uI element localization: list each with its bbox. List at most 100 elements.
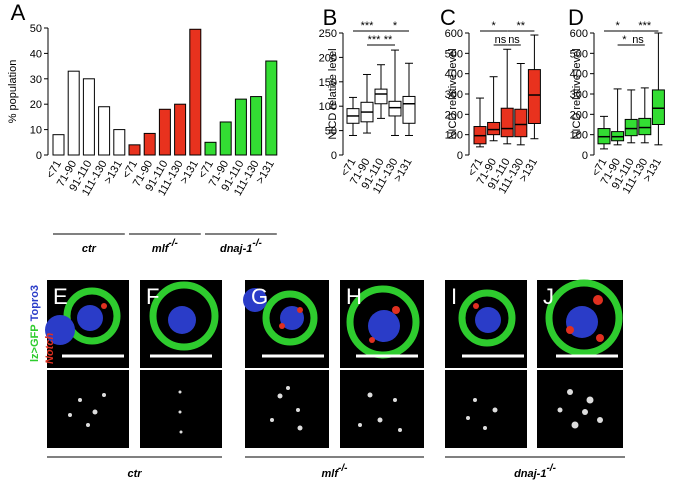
y-tick-label: 40 (30, 48, 42, 60)
image (445, 370, 527, 448)
group-label-text: dnaj-1 (514, 468, 546, 480)
box (651, 89, 665, 125)
significance-label: * (491, 20, 496, 32)
bar (158, 108, 171, 156)
y-tick-label: 500 (445, 48, 463, 60)
bar (113, 129, 126, 156)
panel-label: A (11, 0, 26, 25)
y-tick-label: 100 (445, 130, 463, 142)
stain-label: lz>GFP (29, 324, 41, 362)
y-tick-label: 300 (445, 89, 463, 101)
y-tick-label: 30 (30, 74, 42, 86)
box (402, 95, 416, 124)
group-label: mlf-/- (152, 238, 179, 255)
bar (250, 96, 263, 156)
bar (234, 98, 247, 156)
y-tick-label: 50 (325, 126, 337, 138)
group-label-text: ctr (82, 243, 97, 255)
group-label-superscript: -/- (252, 238, 262, 249)
panel-label: C (440, 5, 456, 30)
bar (265, 60, 278, 156)
box (638, 117, 652, 136)
significance-label: * (622, 34, 627, 46)
stain-labels: lz>GFP Topro3Notch (29, 285, 56, 364)
box (514, 108, 528, 138)
group-label-text: mlf (152, 243, 170, 255)
panel-label: F (146, 284, 159, 309)
group-label: ctr (82, 243, 97, 255)
group-label-text: mlf (322, 468, 340, 480)
y-tick-label: 300 (570, 89, 588, 101)
y-tick-label: 600 (570, 28, 588, 40)
y-axis-label: NICD relative level (447, 48, 459, 139)
y-tick-label: 250 (319, 28, 337, 40)
group-label: dnaj-1-/- (220, 238, 263, 255)
significance-label: * (393, 20, 398, 32)
group-label: dnaj-1-/- (514, 463, 557, 480)
y-axis-label: NICD relative level (571, 48, 583, 139)
bar (174, 103, 187, 156)
group-label-superscript: -/- (338, 463, 348, 474)
box (374, 88, 388, 105)
box (624, 118, 638, 137)
panel-label: D (568, 5, 584, 30)
bar (128, 144, 141, 156)
y-tick-label: 20 (30, 99, 42, 111)
bar (143, 132, 156, 156)
stain-label: Notch (44, 333, 56, 364)
bar (98, 106, 111, 156)
box (487, 121, 501, 136)
bar (204, 141, 217, 156)
group-label: ctr (127, 468, 142, 480)
significance-label: *** (368, 34, 382, 46)
box (388, 100, 402, 117)
panel-label: E (53, 284, 68, 309)
group-label-superscript: -/- (168, 238, 178, 249)
box (527, 69, 541, 124)
y-tick-label: 200 (319, 52, 337, 64)
y-tick-label: 400 (445, 69, 463, 81)
y-tick-label: 100 (319, 101, 337, 113)
panel-label: H (346, 284, 362, 309)
panel-label: G (251, 284, 268, 309)
significance-label: ** (517, 20, 526, 32)
y-axis-label: NICD relative level (327, 48, 339, 139)
panel-label: I (451, 284, 457, 309)
image (537, 370, 623, 448)
panel-label: B (323, 5, 338, 30)
y-tick-label: 0 (582, 150, 588, 162)
panel-label: J (543, 284, 554, 309)
y-tick-label: 100 (570, 130, 588, 142)
y-tick-label: 0 (331, 150, 337, 162)
bar (82, 78, 95, 156)
y-tick-label: 200 (570, 109, 588, 121)
group-label: mlf-/- (322, 463, 349, 480)
group-label-superscript: -/- (546, 463, 556, 474)
y-axis-label: % population (7, 60, 19, 124)
group-label-text: dnaj-1 (220, 243, 252, 255)
y-tick-label: 600 (445, 28, 463, 40)
significance-label: *** (638, 20, 652, 32)
y-tick-label: 200 (445, 109, 463, 121)
bar (67, 70, 80, 156)
group-label-text: ctr (127, 468, 142, 480)
significance-label: ns (495, 34, 507, 46)
notch-dots (101, 295, 604, 343)
y-tick-label: 0 (36, 150, 42, 162)
box (500, 107, 514, 138)
puncta (68, 386, 603, 434)
y-tick-label: 50 (30, 23, 42, 35)
y-tick-label: 400 (570, 69, 588, 81)
image (140, 370, 222, 448)
significance-label: *** (361, 20, 375, 32)
y-tick-label: 150 (319, 77, 337, 89)
image (245, 370, 329, 448)
bar (52, 134, 65, 156)
stain-label: Topro3 (29, 285, 41, 321)
image (340, 370, 424, 448)
y-tick-label: 500 (570, 48, 588, 60)
significance-label: ns (632, 34, 644, 46)
bar (219, 121, 232, 156)
bar (189, 28, 202, 156)
